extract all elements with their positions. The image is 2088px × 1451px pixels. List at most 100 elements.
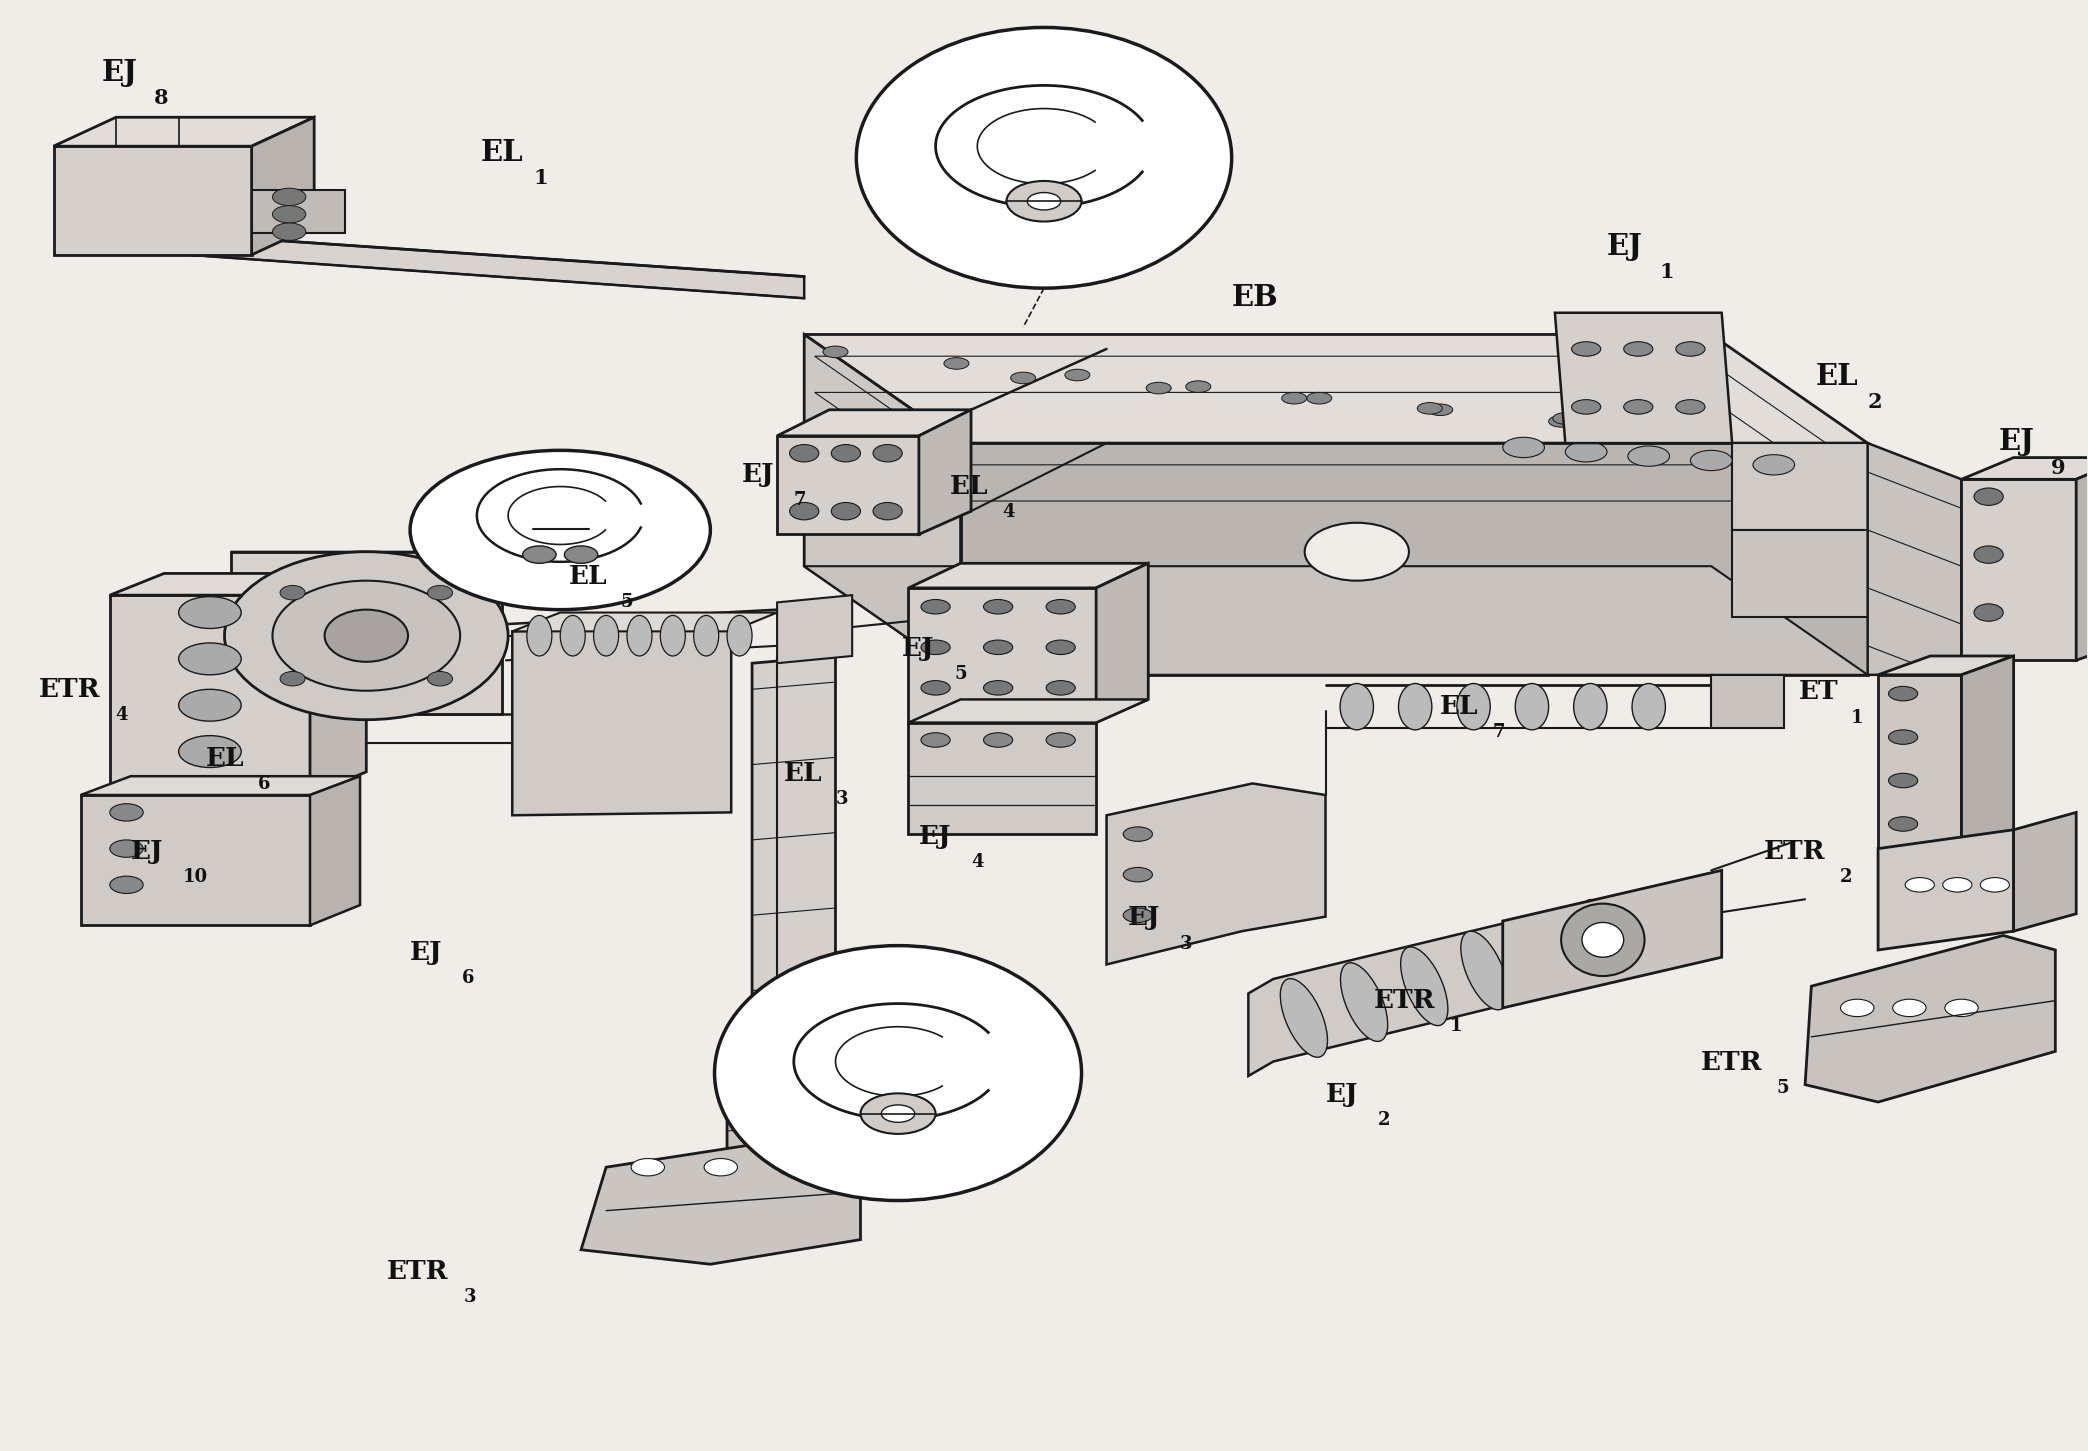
- Ellipse shape: [180, 643, 242, 675]
- Polygon shape: [1249, 874, 1712, 1077]
- Ellipse shape: [1888, 730, 1917, 744]
- Ellipse shape: [1677, 342, 1706, 355]
- Polygon shape: [1877, 675, 1961, 849]
- Polygon shape: [1107, 784, 1326, 965]
- Ellipse shape: [1624, 342, 1654, 355]
- Ellipse shape: [881, 1104, 915, 1122]
- Ellipse shape: [1888, 686, 1917, 701]
- Polygon shape: [54, 118, 313, 147]
- Text: 1: 1: [1449, 1017, 1462, 1035]
- Ellipse shape: [1973, 604, 2002, 621]
- Ellipse shape: [1944, 1000, 1977, 1017]
- Text: EJ: EJ: [102, 58, 138, 87]
- Text: EJ: EJ: [1998, 428, 2036, 456]
- Polygon shape: [1712, 675, 1785, 728]
- Polygon shape: [232, 551, 501, 714]
- Polygon shape: [727, 1037, 835, 1188]
- Ellipse shape: [1888, 773, 1917, 788]
- Text: 10: 10: [184, 868, 209, 887]
- Text: EJ: EJ: [132, 839, 163, 863]
- Text: 4: 4: [1002, 503, 1015, 521]
- Ellipse shape: [1006, 181, 1082, 222]
- Ellipse shape: [428, 672, 453, 686]
- Ellipse shape: [1123, 908, 1153, 923]
- Ellipse shape: [1401, 948, 1447, 1026]
- Ellipse shape: [1754, 454, 1796, 474]
- Ellipse shape: [180, 736, 242, 768]
- Polygon shape: [512, 612, 777, 631]
- Text: EL: EL: [568, 563, 608, 589]
- Text: 1: 1: [1660, 263, 1675, 281]
- Ellipse shape: [1973, 546, 2002, 563]
- Ellipse shape: [1307, 392, 1332, 403]
- Text: 7: 7: [793, 492, 806, 509]
- Ellipse shape: [1340, 963, 1389, 1042]
- Polygon shape: [1877, 656, 2013, 675]
- Ellipse shape: [983, 599, 1013, 614]
- Text: EJ: EJ: [1326, 1082, 1357, 1107]
- Text: 5: 5: [954, 665, 967, 683]
- Ellipse shape: [111, 840, 144, 858]
- Ellipse shape: [860, 1094, 935, 1133]
- Ellipse shape: [1633, 683, 1666, 730]
- Ellipse shape: [409, 450, 710, 609]
- Text: EJ: EJ: [741, 463, 775, 488]
- Polygon shape: [777, 409, 971, 435]
- Ellipse shape: [1520, 916, 1568, 994]
- Ellipse shape: [522, 546, 555, 563]
- Text: 7: 7: [1493, 723, 1505, 741]
- Ellipse shape: [1892, 1000, 1925, 1017]
- Ellipse shape: [1462, 932, 1508, 1010]
- Text: 6: 6: [259, 775, 269, 794]
- Polygon shape: [1503, 871, 1723, 1008]
- Text: 5: 5: [620, 593, 633, 611]
- Text: EL: EL: [950, 474, 990, 499]
- Ellipse shape: [921, 681, 950, 695]
- Text: 6: 6: [461, 969, 474, 987]
- Text: EL: EL: [1817, 363, 1858, 392]
- Text: 8: 8: [155, 89, 169, 109]
- Polygon shape: [580, 1138, 860, 1264]
- Ellipse shape: [324, 609, 407, 662]
- Ellipse shape: [1583, 923, 1624, 958]
- Ellipse shape: [704, 1158, 737, 1175]
- Ellipse shape: [921, 733, 950, 747]
- Ellipse shape: [1562, 904, 1645, 977]
- Polygon shape: [1556, 313, 1733, 443]
- Ellipse shape: [693, 615, 718, 656]
- Polygon shape: [752, 656, 835, 1048]
- Text: EL: EL: [480, 138, 524, 167]
- Ellipse shape: [944, 357, 969, 369]
- Text: ETR: ETR: [40, 676, 100, 701]
- Ellipse shape: [1280, 978, 1328, 1058]
- Ellipse shape: [180, 596, 242, 628]
- Polygon shape: [804, 566, 1867, 675]
- Ellipse shape: [1581, 900, 1629, 978]
- Polygon shape: [908, 723, 1096, 834]
- Polygon shape: [512, 627, 731, 815]
- Polygon shape: [1096, 563, 1148, 723]
- Text: EL: EL: [1441, 694, 1478, 718]
- Polygon shape: [908, 588, 1096, 723]
- Ellipse shape: [1503, 437, 1545, 457]
- Ellipse shape: [1888, 817, 1917, 831]
- Ellipse shape: [873, 502, 902, 519]
- Polygon shape: [117, 231, 127, 251]
- Ellipse shape: [983, 640, 1013, 654]
- Ellipse shape: [1979, 878, 2009, 892]
- Ellipse shape: [1046, 681, 1075, 695]
- Ellipse shape: [1553, 412, 1579, 424]
- Polygon shape: [804, 335, 960, 675]
- Ellipse shape: [280, 672, 305, 686]
- Polygon shape: [127, 231, 804, 299]
- Ellipse shape: [111, 876, 144, 894]
- Ellipse shape: [1340, 683, 1374, 730]
- Ellipse shape: [626, 615, 651, 656]
- Ellipse shape: [593, 615, 618, 656]
- Circle shape: [714, 946, 1082, 1200]
- Text: 9: 9: [2050, 457, 2065, 477]
- Ellipse shape: [1011, 371, 1036, 383]
- Ellipse shape: [1566, 441, 1608, 461]
- Ellipse shape: [1399, 683, 1432, 730]
- Ellipse shape: [983, 733, 1013, 747]
